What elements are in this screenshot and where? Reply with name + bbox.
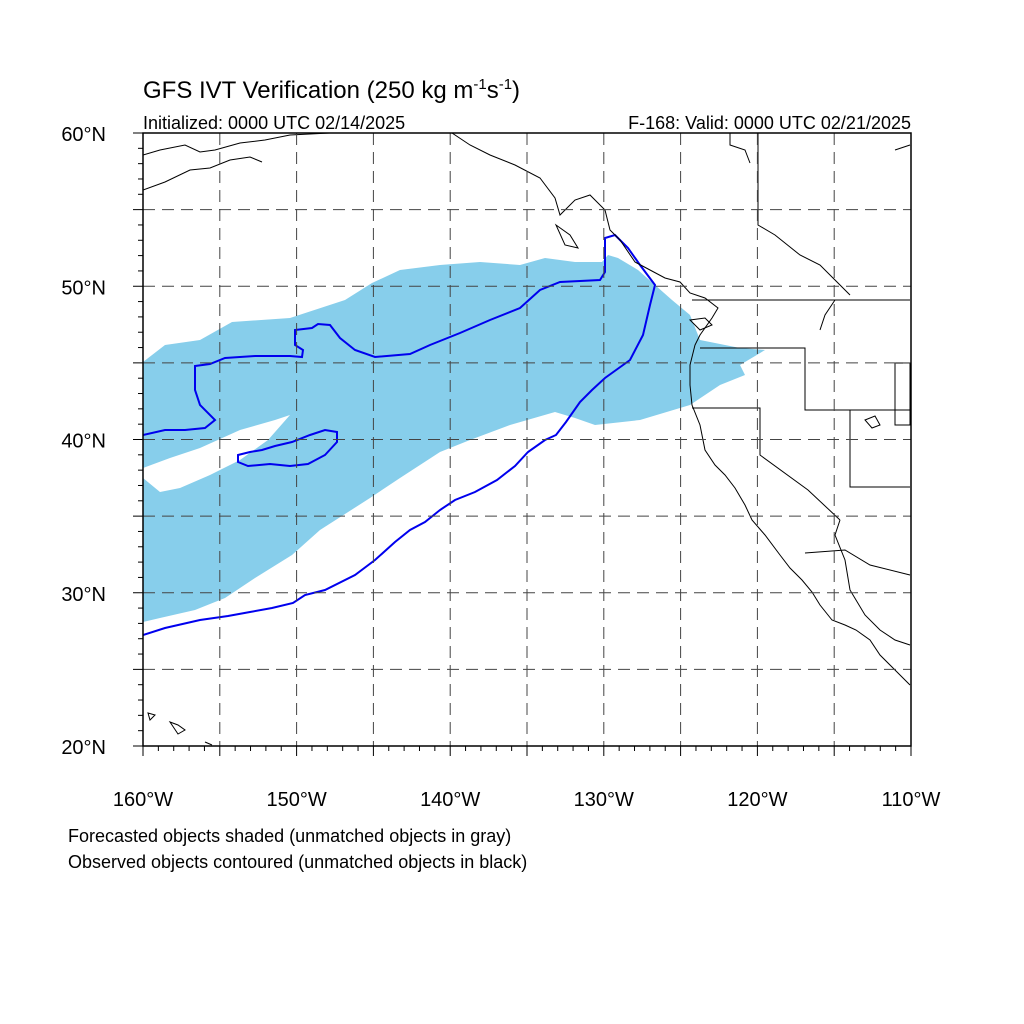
- observed-ivt-object: [237, 428, 338, 468]
- lat-tick-label: 60°N: [61, 124, 106, 146]
- axis-ticks: [133, 132, 912, 756]
- map-frame: [142, 132, 912, 747]
- coastlines: [143, 133, 911, 746]
- axis-labels: 160°W 150°W 140°W 130°W 120°W 110°W 20°N 30°N 40…: [61, 124, 940, 811]
- lat-tick-label: 40°N: [61, 431, 106, 453]
- init-time-label: Initialized: 0000 UTC 02/14/2025: [143, 113, 405, 133]
- lon-tick-label: 110°W: [882, 789, 941, 811]
- observed-note: Observed objects contoured (unmatched ob…: [68, 852, 528, 872]
- valid-time-label: F-168: Valid: 0000 UTC 02/21/2025: [628, 113, 911, 133]
- map-title: GFS IVT Verification (250 kg m-1s-1): [143, 76, 520, 104]
- lat-tick-label: 30°N: [61, 584, 106, 606]
- lat-tick-label: 20°N: [61, 737, 106, 759]
- gridlines: [143, 133, 911, 746]
- lon-tick-label: 150°W: [266, 789, 326, 811]
- lon-tick-label: 120°W: [727, 789, 787, 811]
- lon-tick-label: 140°W: [420, 789, 480, 811]
- lon-tick-label: 130°W: [574, 789, 634, 811]
- forecast-note: Forecasted objects shaded (unmatched obj…: [68, 826, 512, 846]
- lon-tick-label: 160°W: [113, 789, 173, 811]
- lat-tick-label: 50°N: [61, 277, 106, 299]
- forecast-ivt-object: [143, 255, 765, 622]
